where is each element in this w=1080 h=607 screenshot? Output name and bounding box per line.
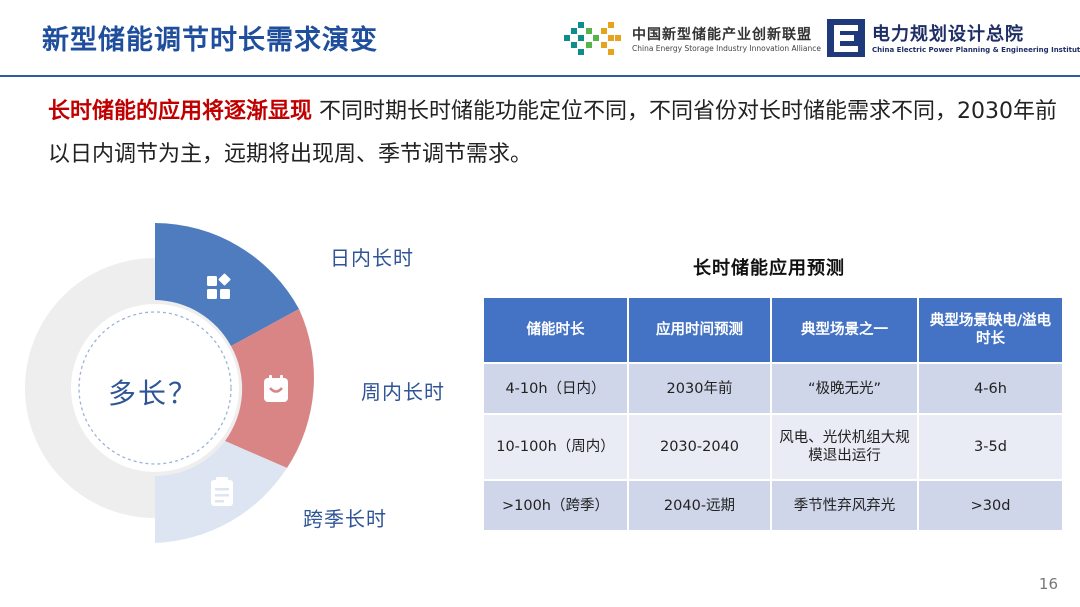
center-question: 多长？ — [108, 377, 199, 410]
table-cell: 3-5d — [917, 413, 1064, 481]
calendar-icon — [264, 375, 288, 402]
label-daily: 日内长时 — [330, 246, 414, 270]
header-duration: 储能时长 — [482, 296, 629, 364]
apps-icon — [207, 273, 231, 299]
eppei-name-cn: 电力规划设计总院 — [872, 24, 1024, 45]
table-cell: 2040-远期 — [627, 479, 772, 532]
table-cell: 4-10h（日内） — [482, 362, 629, 415]
cnesa-logo: 中国新型储能产业创新联盟 China Energy Storage Indust… — [562, 20, 822, 60]
eppei-logo-mark — [827, 19, 865, 57]
page-number: 16 — [1038, 575, 1058, 593]
cnesa-logo-mark — [564, 22, 621, 55]
table-cell: >30d — [917, 479, 1064, 532]
table-cell: 2030-2040 — [627, 413, 772, 481]
cnesa-name-cn: 中国新型储能产业创新联盟 — [632, 27, 812, 43]
table-row: >100h（跨季） 2040-远期 季节性弃风弃光 >30d — [482, 479, 1064, 532]
table-cell: 4-6h — [917, 362, 1064, 415]
cnesa-name-en: China Energy Storage Industry Innovation… — [632, 44, 821, 53]
donut-center — [71, 304, 239, 472]
table-cell: 季节性弃风弃光 — [770, 479, 919, 532]
donut-center-dashed-ring — [78, 311, 232, 465]
slide-header: 新型储能调节时长需求演变 中国新型储能产业创新联盟 China Energy S… — [0, 0, 1080, 77]
table-row: 4-10h（日内） 2030年前 “极晚无光” 4-6h — [482, 362, 1064, 415]
table-cell: >100h（跨季） — [482, 479, 629, 532]
table-header-row: 储能时长 应用时间预测 典型场景之一 典型场景缺电/溢电时长 — [482, 296, 1064, 364]
intro-highlight: 长时储能的应用将逐渐显现 — [48, 99, 313, 124]
header-divider — [0, 75, 1080, 77]
eppei-name-en: China Electric Power Planning & Engineer… — [872, 46, 1080, 54]
table-row: 10-100h（周内） 2030-2040 风电、光伏机组大规模退出运行 3-5… — [482, 413, 1064, 481]
clipboard-icon — [211, 477, 233, 506]
header-shortage: 典型场景缺电/溢电时长 — [917, 296, 1064, 364]
table-cell: 2030年前 — [627, 362, 772, 415]
header-timeframe: 应用时间预测 — [627, 296, 772, 364]
table-title: 长时储能应用预测 — [693, 258, 845, 279]
table-cell: 10-100h（周内） — [482, 413, 629, 481]
eppei-logo: 电力规划设计总院 China Electric Power Planning &… — [826, 18, 1080, 62]
table-cell: 风电、光伏机组大规模退出运行 — [770, 413, 919, 481]
intro-text: 不同时期长时储能功能定位不同，不同省份对长时储能需求不同，2030年前以日内调节… — [48, 99, 1057, 167]
segment-daily — [155, 223, 299, 346]
intro-paragraph: 长时储能的应用将逐渐显现 不同时期长时储能功能定位不同，不同省份对长时储能需求不… — [48, 90, 1058, 176]
label-weekly: 周内长时 — [361, 380, 445, 404]
table-cell: “极晚无光” — [770, 362, 919, 415]
duration-donut-chart — [25, 223, 314, 543]
label-seasonal: 跨季长时 — [303, 507, 387, 531]
duration-diagram: 多长？ 日内长时 周内长时 跨季长时 — [0, 200, 470, 560]
slide-title: 新型储能调节时长需求演变 — [42, 25, 378, 56]
forecast-table: 储能时长 应用时间预测 典型场景之一 典型场景缺电/溢电时长 4-10h（日内）… — [482, 296, 1064, 532]
header-scenario: 典型场景之一 — [770, 296, 919, 364]
